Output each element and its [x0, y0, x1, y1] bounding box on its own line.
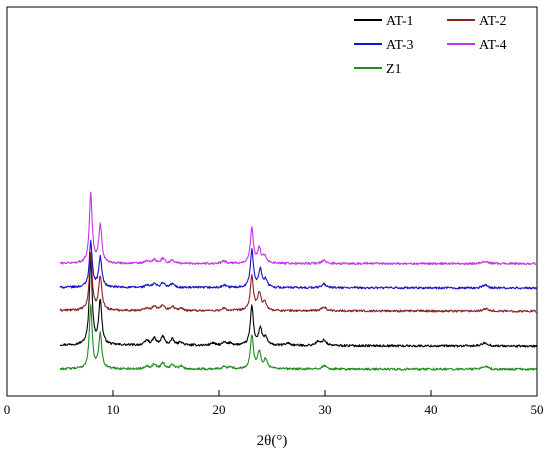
legend: AT-1 AT-2 AT-3 AT-4 Z1 [354, 14, 507, 77]
series-line-at-4 [59, 191, 538, 266]
series-line-at-2 [59, 251, 538, 313]
x-tick-label: 30 [319, 402, 332, 417]
series-line-z1 [59, 304, 538, 371]
x-axis-ticks: 0 10 20 30 40 50 [4, 390, 544, 417]
legend-label-z1: Z1 [386, 62, 402, 77]
series-layer [59, 191, 538, 371]
legend-label-at-4: AT-4 [479, 38, 507, 53]
legend-label-at-3: AT-3 [386, 38, 414, 53]
x-tick-label: 40 [425, 402, 438, 417]
series-line-at-3 [59, 239, 538, 290]
x-tick-label: 10 [107, 402, 120, 417]
legend-label-at-2: AT-2 [479, 14, 507, 29]
x-tick-label: 0 [4, 402, 11, 417]
x-tick-label: 50 [531, 402, 544, 417]
x-tick-label: 20 [213, 402, 226, 417]
plot-frame [6, 6, 538, 397]
series-line-at-1 [59, 257, 538, 348]
legend-label-at-1: AT-1 [386, 14, 414, 29]
x-axis-title: 2θ(°) [257, 433, 288, 449]
